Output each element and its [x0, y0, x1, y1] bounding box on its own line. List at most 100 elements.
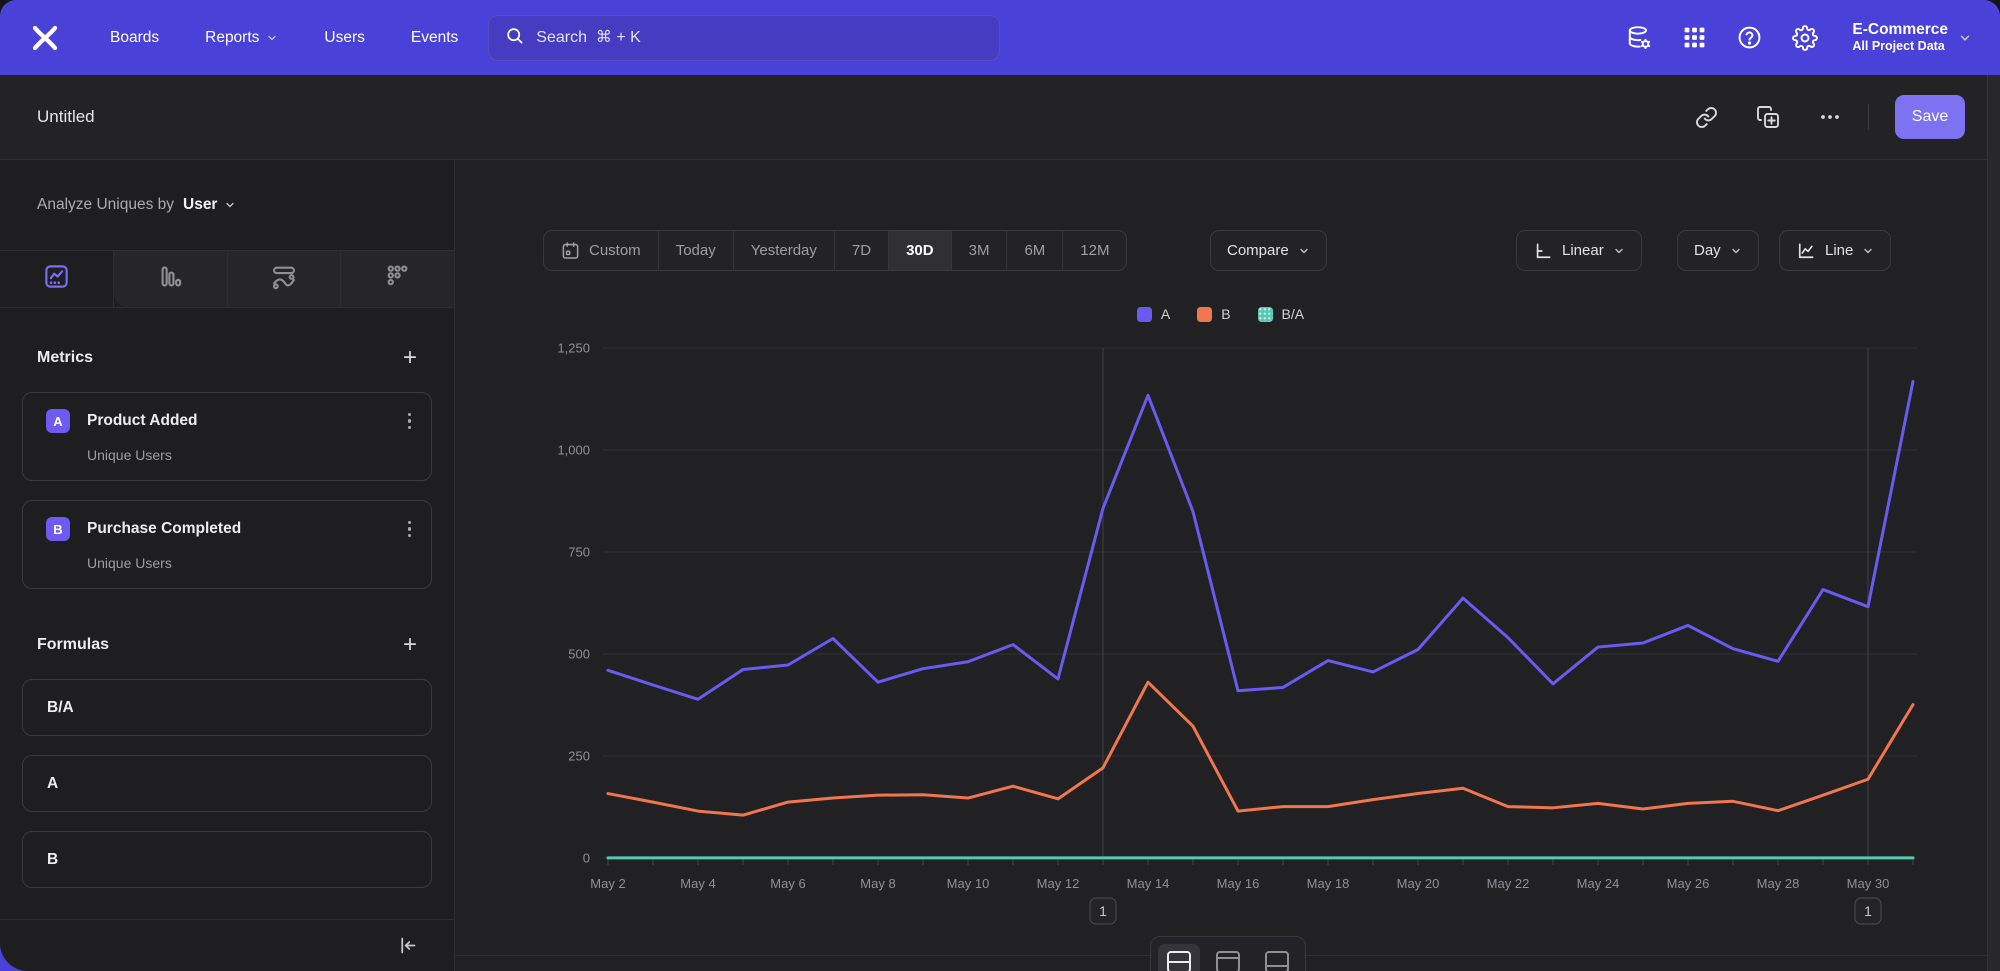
svg-text:1: 1 [1864, 903, 1872, 919]
formulas-title: Formulas [37, 636, 110, 653]
tab-retention[interactable] [341, 251, 454, 307]
report-title[interactable]: Untitled [37, 107, 95, 126]
line-chart-canvas[interactable]: 0 250 500 750 1,000 1,250 May 2 May 4 May 6 May 8… [455, 160, 2000, 971]
metric-measure[interactable]: Unique Users [87, 555, 172, 571]
range-30d[interactable]: 30D [889, 231, 952, 270]
chevron-down-icon [1862, 245, 1874, 257]
formula-label: A [47, 774, 59, 792]
sidebar-footer [0, 919, 454, 971]
svg-text:0: 0 [583, 851, 590, 866]
save-button[interactable]: Save [1895, 95, 1965, 139]
svg-text:750: 750 [568, 545, 590, 560]
link-icon[interactable] [1695, 106, 1718, 129]
apps-grid-icon[interactable] [1682, 25, 1707, 50]
flows-icon [270, 263, 298, 296]
metrics-section-head: Metrics + [37, 346, 417, 370]
svg-text:1,000: 1,000 [557, 443, 590, 458]
metric-card-a[interactable]: A Product Added Unique Users [22, 392, 432, 481]
top-navbar: Boards Reports Users Events [0, 0, 2000, 75]
add-formula-button[interactable]: + [402, 631, 417, 658]
main-nav: Boards Reports Users Events [110, 29, 458, 47]
chevron-down-icon [1958, 31, 1972, 45]
legend-item-a[interactable]: A [1136, 306, 1170, 322]
svg-text:May 8: May 8 [860, 876, 895, 891]
content-area: Analyze Uniques by User [0, 160, 2000, 971]
chart-bottom-view-icon[interactable] [1256, 944, 1298, 971]
chart-top-view-icon[interactable] [1207, 944, 1249, 971]
svg-text:May 12: May 12 [1037, 876, 1080, 891]
calendar-icon [561, 241, 580, 260]
compare-dropdown[interactable]: Compare [1210, 230, 1327, 271]
svg-text:May 2: May 2 [590, 876, 625, 891]
formula-card[interactable]: B/A [22, 679, 432, 736]
split-view-icon[interactable] [1157, 944, 1200, 971]
svg-text:May 24: May 24 [1577, 876, 1620, 891]
range-custom[interactable]: Custom [544, 231, 659, 270]
range-yesterday[interactable]: Yesterday [734, 231, 835, 270]
duplicate-icon[interactable] [1756, 105, 1780, 129]
range-12m[interactable]: 12M [1080, 242, 1110, 259]
svg-text:May 4: May 4 [680, 876, 715, 891]
line-chart-icon [1796, 241, 1816, 261]
legend-item-ba[interactable]: B/A [1257, 306, 1304, 322]
navbar-right: E-Commerce All Project Data [1626, 20, 1972, 55]
global-search[interactable] [488, 14, 1001, 61]
svg-text:250: 250 [568, 749, 590, 764]
more-ellipsis-icon[interactable] [1818, 105, 1842, 129]
legend-item-b[interactable]: B [1197, 306, 1231, 322]
chevron-down-icon [1613, 245, 1625, 257]
svg-text:May 10: May 10 [947, 876, 990, 891]
metric-measure[interactable]: Unique Users [87, 447, 172, 463]
kebab-menu-icon[interactable] [406, 519, 414, 540]
date-range-control: Custom Today Yesterday 7D 30D 3M 6M 12M [543, 230, 1128, 271]
tab-insights[interactable] [0, 251, 114, 307]
data-pipelines-icon[interactable] [1626, 25, 1652, 51]
range-7d[interactable]: 7D [835, 231, 890, 270]
analyze-row: Analyze Uniques by User [0, 160, 454, 251]
scale-dropdown[interactable]: Linear [1516, 230, 1642, 271]
tab-flows[interactable] [227, 251, 342, 307]
range-3m[interactable]: 3M [952, 231, 1008, 270]
kebab-menu-icon[interactable] [406, 411, 414, 432]
range-today[interactable]: Today [659, 231, 734, 270]
nav-users[interactable]: Users [324, 28, 365, 46]
collapse-sidebar-icon[interactable] [397, 935, 418, 956]
metric-name: Product Added [87, 412, 198, 429]
scrollbar[interactable] [1987, 75, 2000, 971]
mixpanel-logo-icon[interactable] [28, 21, 62, 55]
view-layout-toggles [1149, 936, 1306, 971]
add-metric-button[interactable]: + [402, 344, 417, 371]
help-icon[interactable] [1737, 25, 1762, 50]
chevron-down-icon [1730, 245, 1742, 257]
svg-text:May 22: May 22 [1487, 876, 1530, 891]
formula-label: B/A [47, 698, 74, 716]
nav-boards[interactable]: Boards [110, 28, 160, 46]
nav-reports[interactable]: Reports [205, 29, 278, 47]
svg-text:May 6: May 6 [770, 876, 805, 891]
project-scope: All Project Data [1852, 39, 1945, 54]
report-header-bar: Untitled Save [0, 75, 2000, 160]
report-actions: Save [1657, 95, 1965, 139]
legend-swatch [1136, 306, 1152, 322]
formula-card[interactable]: A [22, 755, 432, 812]
formula-card[interactable]: B [22, 831, 432, 888]
tab-bar-chart[interactable] [113, 251, 228, 307]
search-input[interactable] [536, 28, 984, 47]
svg-text:May 18: May 18 [1307, 876, 1350, 891]
settings-gear-icon[interactable] [1792, 24, 1819, 51]
nav-events[interactable]: Events [410, 28, 459, 46]
analyze-by-dropdown[interactable]: User [183, 196, 236, 214]
svg-text:May 28: May 28 [1757, 876, 1800, 891]
metric-card-b[interactable]: B Purchase Completed Unique Users [22, 500, 432, 589]
chevron-down-icon [1298, 245, 1310, 257]
query-builder-sidebar: Analyze Uniques by User [0, 160, 455, 971]
project-switcher[interactable]: E-Commerce All Project Data [1852, 20, 1972, 55]
range-6m[interactable]: 6M [1007, 231, 1064, 270]
chart-type-dropdown[interactable]: Line [1779, 230, 1892, 271]
svg-text:1,250: 1,250 [557, 341, 590, 356]
bar-chart-icon [157, 263, 184, 295]
chevron-down-icon [266, 32, 278, 44]
metric-letter-badge: B [46, 517, 70, 541]
interval-dropdown[interactable]: Day [1677, 230, 1759, 271]
svg-text:May 20: May 20 [1397, 876, 1440, 891]
